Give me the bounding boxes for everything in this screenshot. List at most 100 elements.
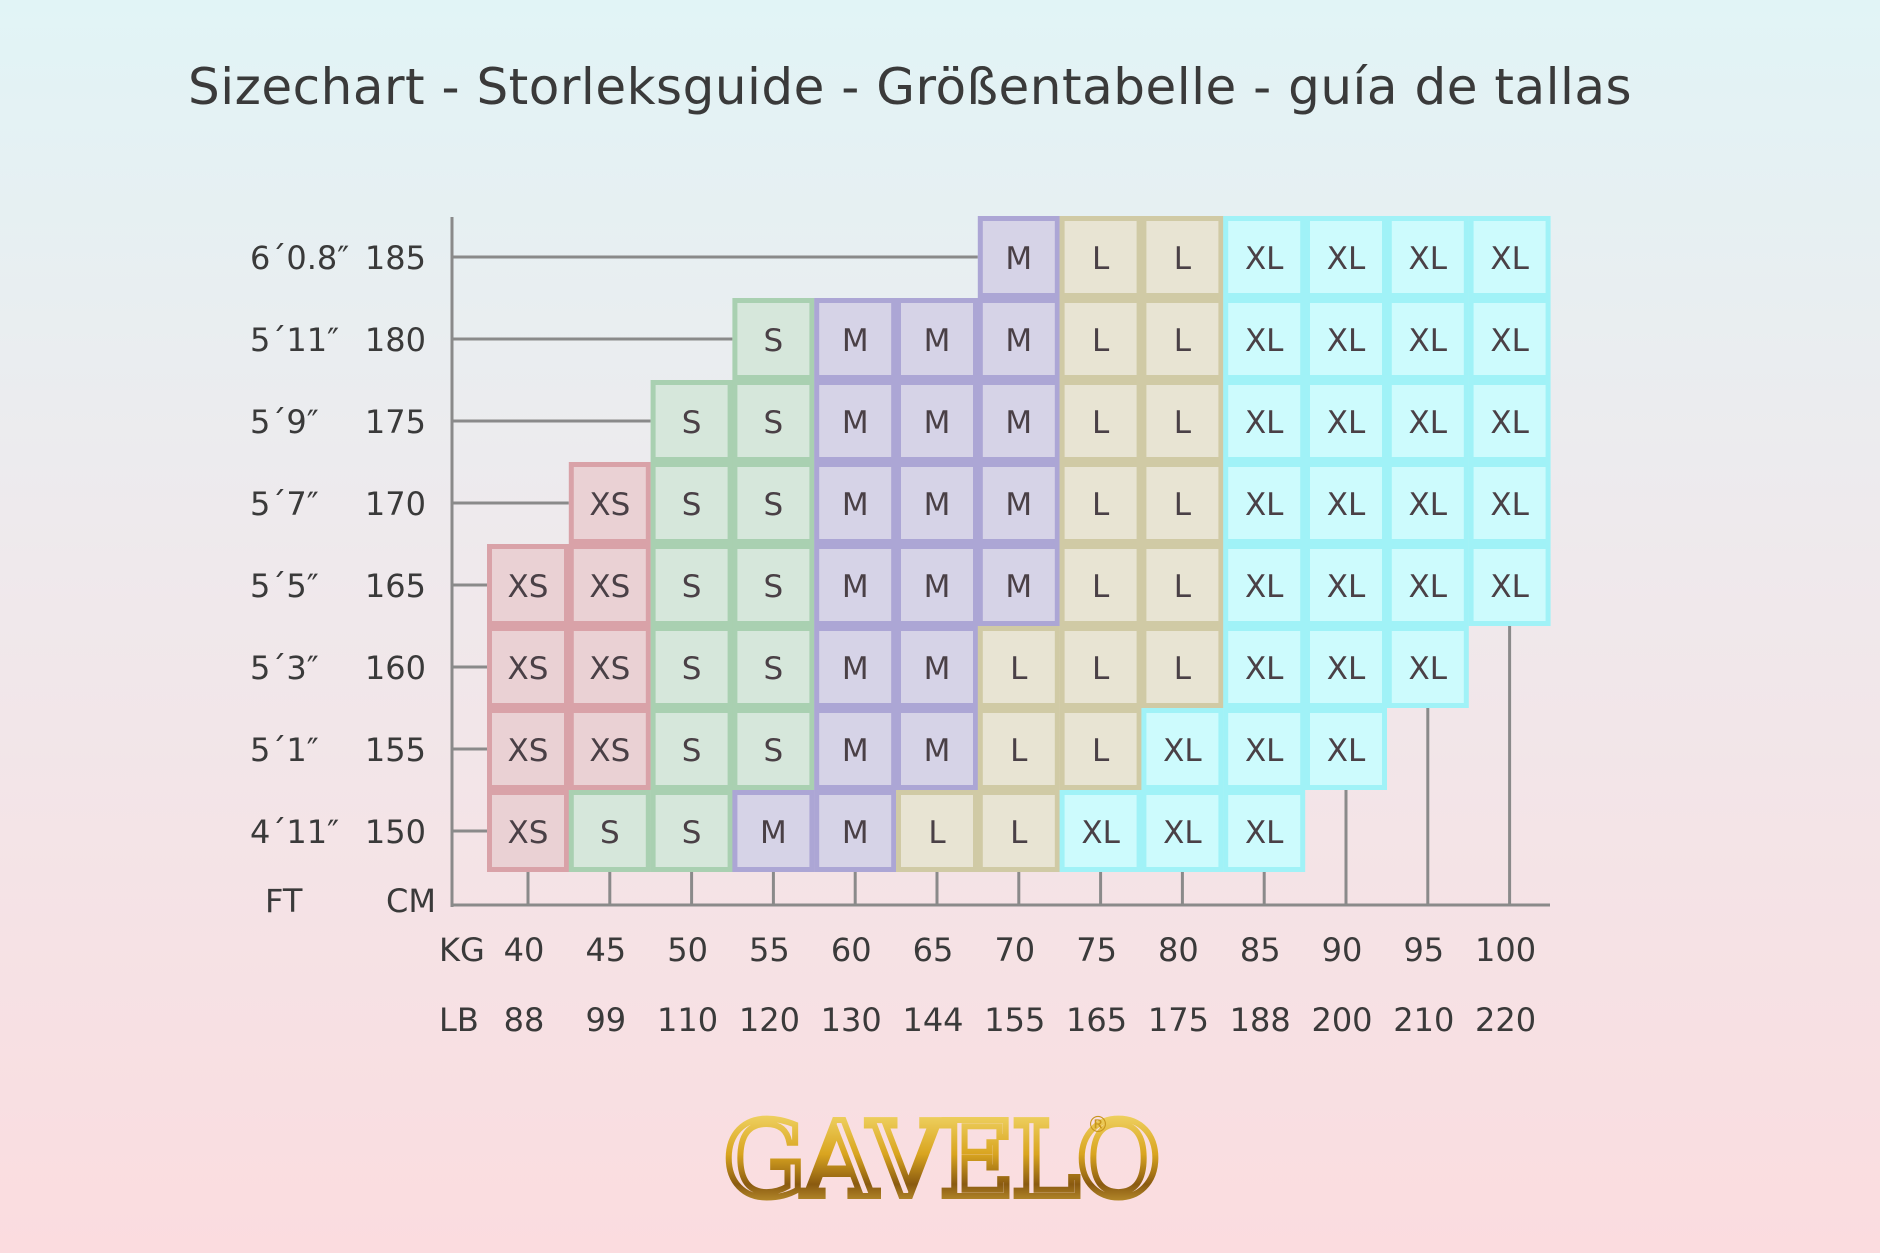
size-label: M — [1005, 323, 1032, 359]
size-label: XL — [1490, 323, 1529, 359]
size-cell-fill — [573, 631, 646, 703]
size-cell-l: L — [896, 790, 978, 872]
size-label: XL — [1327, 733, 1366, 769]
size-cell-fill — [901, 303, 973, 375]
lb-tick-label: 165 — [1066, 1001, 1127, 1039]
size-label: S — [682, 733, 702, 769]
size-label: M — [1005, 241, 1032, 277]
size-cell-fill — [1473, 385, 1546, 457]
size-cell-xs: XS — [568, 544, 651, 626]
size-label: XL — [1245, 815, 1284, 851]
size-label: XL — [1327, 323, 1366, 359]
size-label: L — [1010, 815, 1028, 851]
size-label: L — [1174, 487, 1192, 523]
size-cell-fill — [1391, 303, 1464, 375]
chart-title: Sizechart - Storleksguide - Größentabell… — [188, 58, 1633, 116]
size-cell-xl: XL — [1468, 380, 1551, 462]
size-label: XS — [508, 815, 549, 851]
size-cell-fill — [982, 631, 1055, 703]
kg-tick-label: 75 — [1076, 931, 1117, 969]
size-label: S — [682, 487, 702, 523]
size-cell-m: M — [732, 790, 815, 872]
size-cell-xl: XL — [1386, 216, 1469, 298]
size-cell-fill — [1391, 549, 1464, 621]
size-cell-l: L — [1141, 216, 1224, 298]
size-cell-xl: XL — [1223, 544, 1306, 626]
size-cell-fill — [737, 631, 810, 703]
height-ft-label: 6´0.8″ — [250, 239, 349, 277]
size-label: L — [1092, 323, 1110, 359]
size-label: S — [764, 733, 784, 769]
size-cell-fill — [982, 549, 1055, 621]
size-label: XL — [1490, 487, 1529, 523]
size-cell-l: L — [1059, 626, 1142, 708]
size-cell-fill — [819, 795, 892, 867]
size-label: S — [764, 651, 784, 687]
size-cell-fill — [1473, 221, 1546, 293]
size-cell-fill — [901, 713, 973, 785]
size-label: M — [842, 323, 869, 359]
size-cell-xs: XS — [568, 708, 651, 790]
size-label: XL — [1163, 815, 1202, 851]
size-cell-xl: XL — [1305, 216, 1387, 298]
size-cell-m: M — [814, 626, 897, 708]
size-cell-m: M — [896, 380, 978, 462]
size-label: XS — [508, 733, 549, 769]
size-label: M — [1005, 569, 1032, 605]
size-cell-xl: XL — [1223, 380, 1306, 462]
size-cell-xl: XL — [1223, 298, 1306, 380]
size-cell-fill — [1473, 303, 1546, 375]
cm-unit-label: CM — [386, 882, 436, 920]
size-label: XL — [1245, 651, 1284, 687]
size-cell-l: L — [1141, 462, 1224, 544]
size-label: XL — [1409, 487, 1448, 523]
size-cell-fill — [1064, 385, 1137, 457]
size-label: L — [1174, 569, 1192, 605]
size-cell-xl: XL — [1223, 790, 1306, 872]
size-cell-m: M — [896, 298, 978, 380]
size-cell-fill — [1146, 385, 1219, 457]
size-cell-fill — [1228, 713, 1301, 785]
height-cm-label: 160 — [365, 649, 426, 687]
size-cell-fill — [1310, 713, 1382, 785]
size-label: XL — [1245, 487, 1284, 523]
size-cell-fill — [1146, 549, 1219, 621]
size-cell-m: M — [977, 380, 1060, 462]
size-cell-s: S — [732, 626, 815, 708]
size-cell-fill — [1391, 631, 1464, 703]
size-cell-fill — [1310, 549, 1382, 621]
lb-tick-label: 210 — [1393, 1001, 1454, 1039]
size-cell-fill — [1391, 385, 1464, 457]
size-cell-fill — [1064, 795, 1137, 867]
lb-tick-label: 200 — [1311, 1001, 1372, 1039]
height-cm-label: 185 — [365, 239, 426, 277]
kg-tick-label: 65 — [913, 931, 954, 969]
size-cell-fill — [982, 385, 1055, 457]
size-cell-fill — [819, 385, 892, 457]
size-label: XS — [589, 733, 630, 769]
size-cell-fill — [1228, 795, 1301, 867]
size-cell-fill — [901, 467, 973, 539]
size-cell-xs: XS — [487, 790, 569, 872]
size-cell-fill — [1391, 467, 1464, 539]
size-label: M — [924, 569, 951, 605]
size-cell-xs: XS — [487, 626, 569, 708]
size-label: L — [1174, 241, 1192, 277]
size-cell-fill — [737, 303, 810, 375]
size-cell-s: S — [732, 544, 815, 626]
size-cell-s: S — [732, 708, 815, 790]
size-label: M — [1005, 405, 1032, 441]
size-cell-fill — [655, 713, 728, 785]
lb-tick-label: 175 — [1148, 1001, 1209, 1039]
size-label: L — [1010, 733, 1028, 769]
size-cell-fill — [737, 713, 810, 785]
size-cell-xl: XL — [1223, 216, 1306, 298]
size-label: M — [842, 405, 869, 441]
size-label: L — [1174, 651, 1192, 687]
size-cell-fill — [1310, 221, 1382, 293]
size-cell-l: L — [977, 708, 1060, 790]
size-cell-fill — [1228, 303, 1301, 375]
size-cell-l: L — [1059, 380, 1142, 462]
size-cell-fill — [982, 795, 1055, 867]
size-cell-s: S — [650, 708, 733, 790]
